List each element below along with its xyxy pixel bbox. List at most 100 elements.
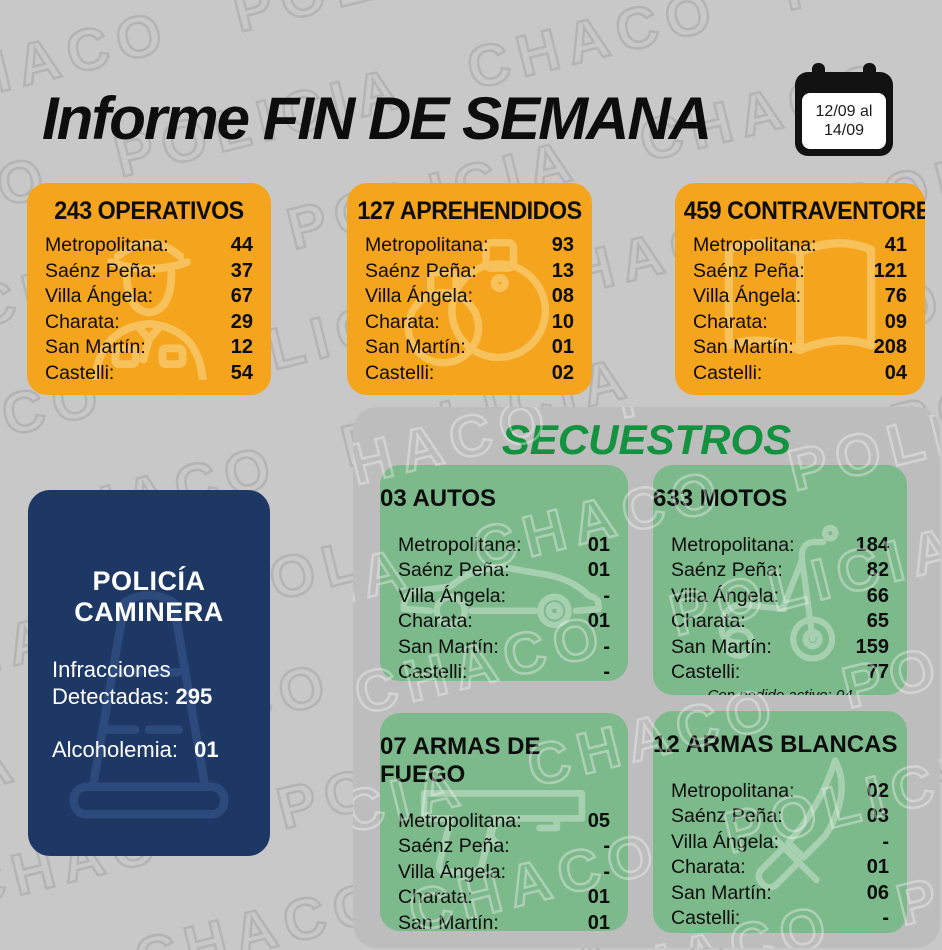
card-title: 12 ARMAS BLANCAS xyxy=(653,730,898,758)
region-value: 02 xyxy=(551,361,574,384)
region-label: Metropolitana: xyxy=(693,234,817,256)
handcuffs-icon xyxy=(404,238,549,367)
region-value: 67 xyxy=(230,285,253,307)
region-value: 208 xyxy=(873,336,907,358)
stat-row: Metropolitana: 02 xyxy=(671,779,889,805)
region-value: 93 xyxy=(551,234,574,256)
region-value: 02 xyxy=(866,779,889,802)
stat-row: San Martín: 12 xyxy=(45,335,253,361)
region-value: 41 xyxy=(884,234,907,256)
region-label: San Martín: xyxy=(671,881,772,904)
calendar-date-line1: 12/09 al xyxy=(815,103,873,120)
card-operativos: 243 OPERATIVOS Metropolitana: 44 Saénz Peñ… xyxy=(27,183,271,395)
region-value: - xyxy=(882,907,889,930)
calendar-date-range: 12/09 al 14/09 xyxy=(802,93,886,149)
stat-row: Saénz Peña: - xyxy=(398,834,610,860)
card-motos: 633 MOTOS Metropolitana: 184 Saénz Peña: 82… xyxy=(653,465,907,695)
stat-row: Saénz Peña: 13 xyxy=(365,259,574,285)
region-label: Charata: xyxy=(398,886,473,909)
stat-row: Metropolitana: 184 xyxy=(671,533,889,559)
stat-row: Villa Ángela: 66 xyxy=(671,584,889,610)
traffic-cone-icon xyxy=(69,590,229,819)
region-value: 10 xyxy=(551,310,574,333)
stat-row: Charata: 01 xyxy=(398,609,610,635)
region-value: 03 xyxy=(866,805,889,828)
caminera-title-line1: POLICÍA xyxy=(92,566,206,596)
watermark-row: POLICIA CHACO POLICIA CHACO POLICIA CHAC… xyxy=(353,407,940,948)
region-value: - xyxy=(603,661,610,681)
region-label: Castelli: xyxy=(398,661,468,681)
stats-contraventores: Metropolitana: 41 Saénz Peña: 121 Villa Ánge… xyxy=(675,233,925,386)
region-label: San Martín: xyxy=(671,635,772,658)
region-value: 01 xyxy=(587,886,610,909)
region-label: San Martín: xyxy=(45,336,146,358)
knife-icon xyxy=(755,757,846,891)
region-label: Saénz Peña: xyxy=(671,805,783,828)
region-label: Saénz Peña: xyxy=(398,835,510,858)
motos-footnote: Con pedido activo: 04 xyxy=(653,687,907,695)
region-value: - xyxy=(603,635,610,658)
region-label: Castelli: xyxy=(365,361,435,384)
motorcycle-icon xyxy=(718,524,839,662)
region-value: 05 xyxy=(587,809,610,832)
caminera-title-line2: CAMINERA xyxy=(74,597,224,627)
region-label: San Martín: xyxy=(365,336,466,358)
region-label: Castelli: xyxy=(45,361,115,384)
police-officer-icon xyxy=(91,239,207,380)
region-value: 65 xyxy=(866,610,889,633)
card-title: 633 MOTOS xyxy=(653,484,788,512)
region-value: 13 xyxy=(551,259,574,282)
stat-row: Charata: 29 xyxy=(45,310,253,336)
stat-row: San Martín: - xyxy=(398,635,610,661)
card-title: 243 OPERATIVOS xyxy=(54,197,244,225)
region-value: - xyxy=(603,860,610,883)
stats-motos: Metropolitana: 184 Saénz Peña: 82 Villa Ánge… xyxy=(653,533,907,686)
calendar-peg xyxy=(812,63,825,85)
card-autos: 03 AUTOS Metropolitana: 01 Saénz Peña: 01 Vi… xyxy=(380,465,628,681)
calendar-icon: 12/09 al 14/09 xyxy=(795,63,893,156)
stats-armas-blancas: Metropolitana: 02 Saénz Peña: 03 Villa Ángel… xyxy=(653,779,907,932)
region-label: Charata: xyxy=(671,856,746,879)
region-value: - xyxy=(603,584,610,607)
stats-aprehendidos: Metropolitana: 93 Saénz Peña: 13 Villa Ángel… xyxy=(347,233,592,386)
card-aprehendidos: 127 APREHENDIDOS Metropolitana: 93 Saénz P… xyxy=(347,183,592,395)
region-label: Castelli: xyxy=(693,361,763,384)
stat-row: Villa Ángela: - xyxy=(398,860,610,886)
region-value: 01 xyxy=(587,911,610,931)
watermark-row: POLICIA CHACO POLICIA CHACO POLICIA CHAC… xyxy=(0,0,942,17)
stat-row: Metropolitana: 41 xyxy=(693,233,907,259)
region-value: 08 xyxy=(551,285,574,307)
region-label: Castelli: xyxy=(671,661,741,684)
alcoholemia-stat: Alcoholemia: 01 xyxy=(52,736,252,763)
stat-row: Castelli: 04 xyxy=(693,361,907,387)
region-label: Villa Ángela: xyxy=(671,830,780,853)
stat-row: Metropolitana: 44 xyxy=(45,233,253,259)
region-value: 12 xyxy=(230,336,253,358)
pistol-icon xyxy=(420,789,586,876)
region-label: Villa Ángela: xyxy=(398,584,507,607)
secuestros-panel: SECUESTROS 03 AUTOS Metropolitana: 01 Saén… xyxy=(353,407,940,948)
infracciones-value: 295 xyxy=(175,684,213,709)
region-value: 159 xyxy=(855,635,889,658)
region-value: 66 xyxy=(866,584,889,607)
stat-row: Castelli: 02 xyxy=(365,361,574,387)
region-label: Castelli: xyxy=(671,907,741,930)
calendar-peg xyxy=(863,63,876,85)
region-value: 121 xyxy=(873,259,907,282)
region-value: 44 xyxy=(230,234,253,256)
alcoholemia-value: 01 xyxy=(194,737,219,762)
stat-row: San Martín: 01 xyxy=(365,335,574,361)
infracciones-label: Infracciones Detectadas: xyxy=(52,657,171,709)
infracciones-stat: Infracciones Detectadas: 295 xyxy=(52,656,252,710)
stats-operativos: Metropolitana: 44 Saénz Peña: 37 Villa Ángel… xyxy=(27,233,271,386)
region-label: Metropolitana: xyxy=(671,779,795,802)
card-title: 459 CONTRAVENTORES xyxy=(683,197,925,225)
region-label: Saénz Peña: xyxy=(398,559,510,582)
card-armas-de-fuego: 07 ARMAS DE FUEGO Metropolitana: 05 Saénz … xyxy=(380,713,628,931)
region-label: Charata: xyxy=(671,610,746,633)
region-label: Saénz Peña: xyxy=(365,259,477,282)
alcoholemia-label: Alcoholemia: xyxy=(52,737,178,762)
region-label: Saénz Peña: xyxy=(45,259,157,282)
stat-row: Villa Ángela: - xyxy=(671,830,889,856)
stat-row: San Martín: 01 xyxy=(398,911,610,931)
